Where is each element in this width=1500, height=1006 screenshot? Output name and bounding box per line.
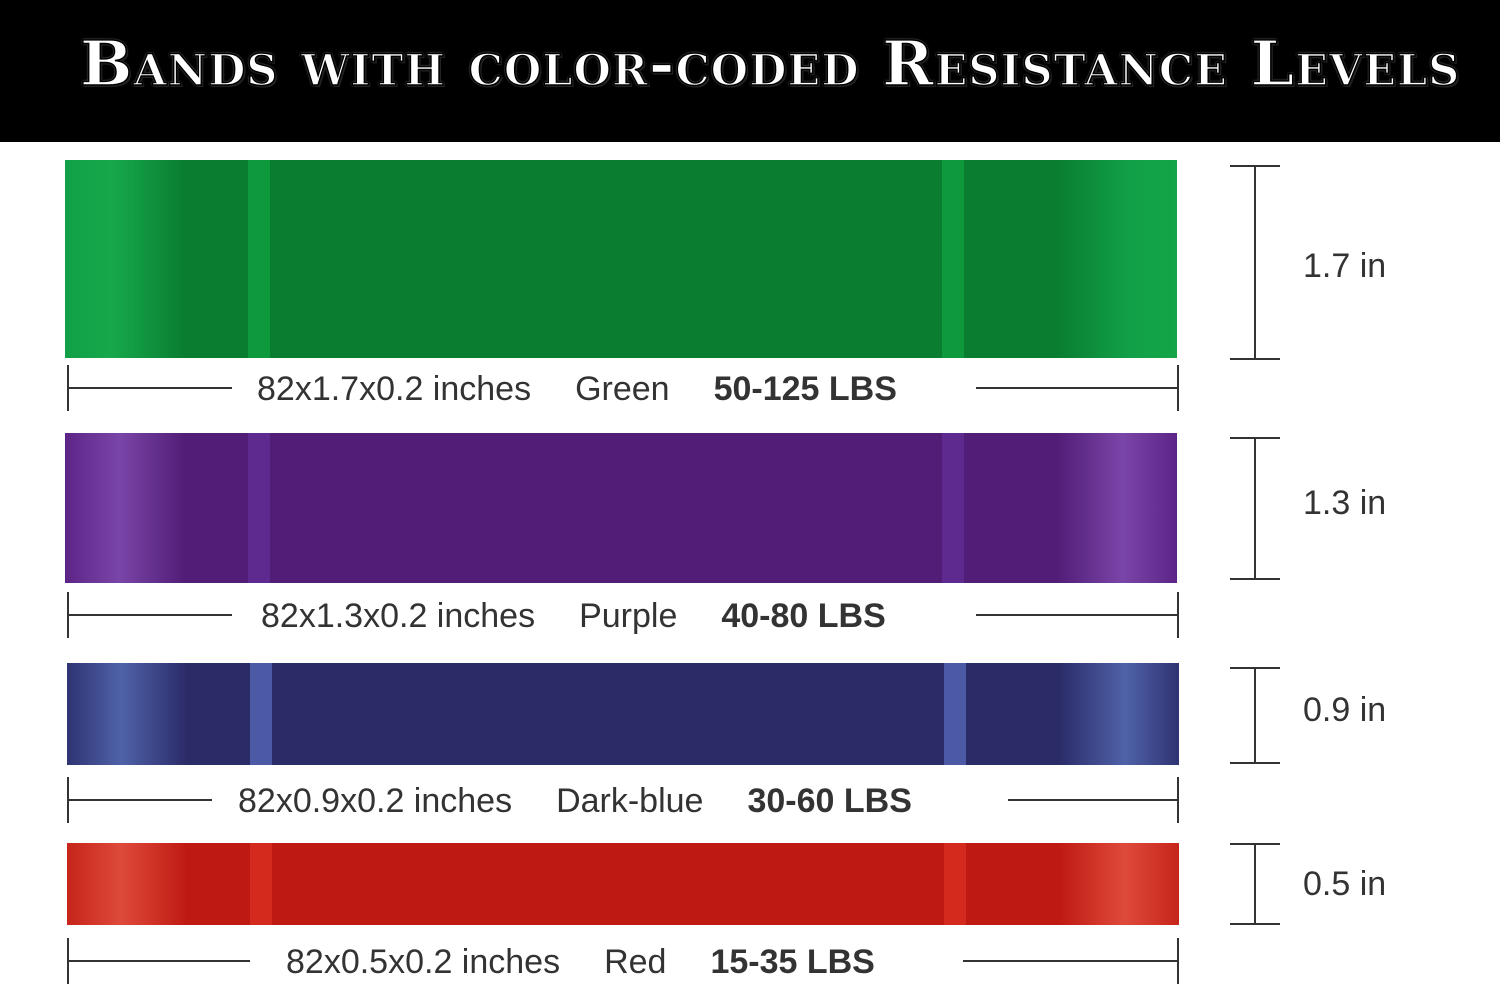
band-width-label: 1.3 in	[1303, 484, 1387, 522]
length-dimension-line	[67, 387, 232, 389]
length-dimension-line	[67, 799, 212, 801]
width-dimension-line	[1254, 437, 1256, 580]
band-strap	[248, 160, 270, 358]
length-dimension-tick	[1177, 938, 1179, 984]
band-spec-label: 82x1.7x0.2 inches Green 50-125 LBS	[257, 369, 897, 409]
band-size: 82x0.5x0.2 inches	[286, 943, 561, 981]
band-highlight	[1059, 843, 1179, 925]
length-dimension-line	[976, 614, 1179, 616]
band-highlight	[67, 663, 187, 765]
band-resistance: 40-80 LBS	[721, 597, 886, 635]
length-dimension-line	[963, 960, 1179, 962]
band-highlight	[1057, 160, 1177, 358]
band-resistance: 15-35 LBS	[710, 943, 875, 981]
length-dimension-tick	[1177, 777, 1179, 823]
width-dimension-line	[1254, 165, 1256, 360]
width-dimension-line	[1254, 843, 1256, 925]
length-dimension-tick	[1177, 592, 1179, 638]
band-size: 82x1.7x0.2 inches	[257, 370, 532, 408]
band-spec-label: 82x1.3x0.2 inches Purple 40-80 LBS	[261, 596, 886, 636]
band-strap	[250, 843, 272, 925]
band-strap	[942, 160, 964, 358]
dark-blue-band	[67, 663, 1179, 765]
green-band	[65, 160, 1177, 358]
band-strap	[944, 843, 966, 925]
band-highlight	[1059, 663, 1179, 765]
purple-band	[65, 433, 1177, 583]
length-dimension-line	[67, 614, 232, 616]
band-width-label: 1.7 in	[1303, 247, 1387, 285]
length-dimension-line	[1008, 799, 1179, 801]
band-strap	[944, 663, 966, 765]
band-width-label: 0.9 in	[1303, 691, 1387, 729]
red-band	[67, 843, 1179, 925]
page-title: Bands with color-coded Resistance Levels	[79, 26, 1461, 101]
band-highlight	[1057, 433, 1177, 583]
band-strap	[248, 433, 270, 583]
band-color-name: Purple	[579, 597, 678, 635]
band-highlight	[65, 433, 185, 583]
width-dimension-line	[1254, 667, 1256, 764]
band-highlight	[67, 843, 187, 925]
band-color-name: Green	[575, 370, 670, 408]
band-size: 82x0.9x0.2 inches	[238, 782, 513, 820]
band-strap	[942, 433, 964, 583]
band-color-name: Dark-blue	[556, 782, 704, 820]
width-dimension-cap	[1230, 358, 1280, 360]
length-dimension-line	[67, 960, 250, 962]
length-dimension-tick	[1177, 365, 1179, 411]
band-spec-label: 82x0.5x0.2 inches Red 15-35 LBS	[286, 942, 875, 982]
length-dimension-line	[976, 387, 1179, 389]
band-width-label: 0.5 in	[1303, 865, 1387, 903]
band-resistance: 50-125 LBS	[713, 370, 897, 408]
band-resistance: 30-60 LBS	[747, 782, 912, 820]
band-spec-label: 82x0.9x0.2 inches Dark-blue 30-60 LBS	[238, 781, 912, 821]
band-color-name: Red	[604, 943, 667, 981]
band-size: 82x1.3x0.2 inches	[261, 597, 536, 635]
width-dimension-cap	[1230, 762, 1280, 764]
header-banner: Bands with color-coded Resistance Levels	[0, 0, 1500, 142]
width-dimension-cap	[1230, 923, 1280, 925]
width-dimension-cap	[1230, 578, 1280, 580]
band-highlight	[65, 160, 185, 358]
band-strap	[250, 663, 272, 765]
